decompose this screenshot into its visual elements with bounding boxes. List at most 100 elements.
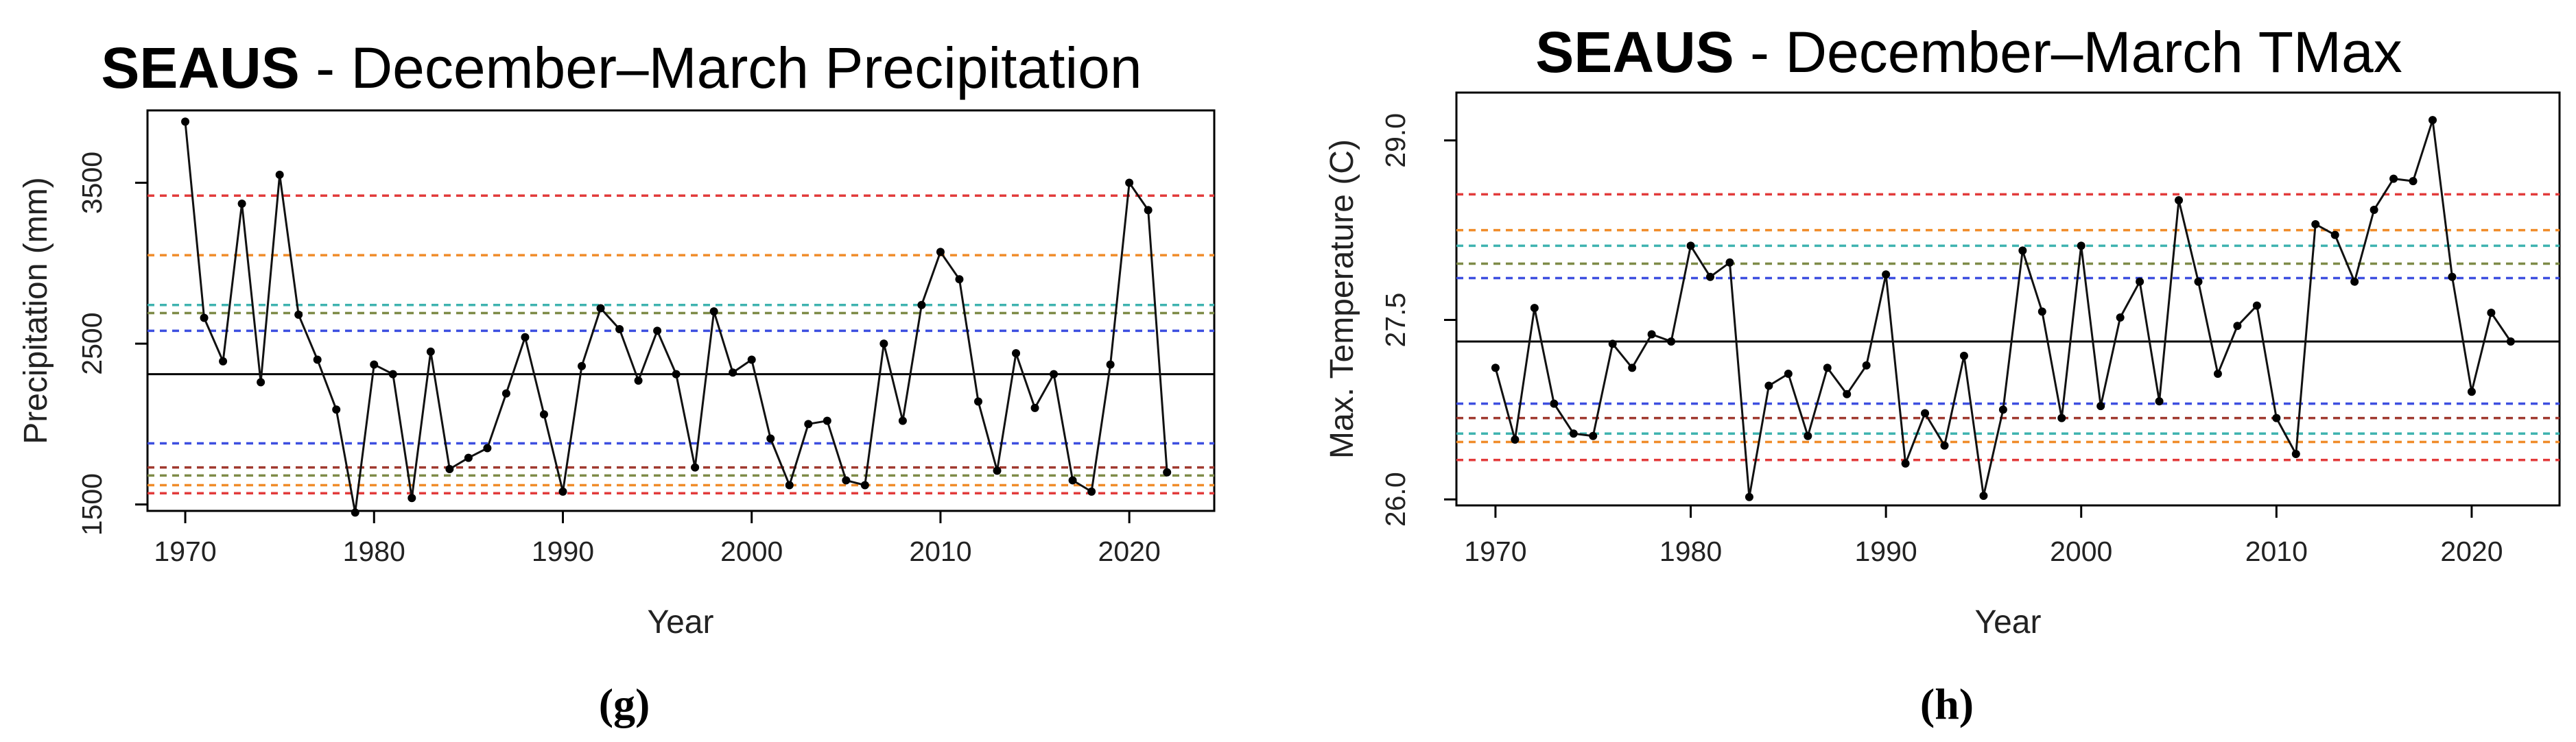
data-point-2009 <box>917 300 926 309</box>
plot-frame-precipitation <box>146 109 1216 512</box>
data-point-2019 <box>2448 272 2457 281</box>
data-point-1977 <box>1628 363 1637 372</box>
data-point-1987 <box>501 389 510 398</box>
x-tick-label-2000: 2000 <box>720 536 783 567</box>
data-point-1976 <box>294 310 303 319</box>
data-point-1972 <box>219 357 228 366</box>
data-point-2003 <box>804 420 813 429</box>
chart-title-precipitation: SEAUS - December–March Precipitation <box>101 36 1142 100</box>
x-axis-title-precipitation: Year <box>648 604 714 641</box>
y-tick-label-27.5: 27.5 <box>1380 293 1411 348</box>
data-point-1983 <box>1745 492 1753 501</box>
data-point-2017 <box>1068 476 1077 485</box>
title-bold-precip: SEAUS <box>101 36 299 100</box>
data-point-1991 <box>578 361 587 370</box>
x-axis-precipitation: 1970 1980 1990 2000 2010 2020 <box>154 511 1161 567</box>
data-point-1981 <box>1705 272 1714 281</box>
data-point-1989 <box>539 410 548 419</box>
data-point-2018 <box>2429 116 2437 125</box>
data-point-1988 <box>1843 390 1852 398</box>
data-point-1984 <box>445 465 454 474</box>
data-point-1996 <box>672 370 681 379</box>
data-point-2010 <box>936 248 945 256</box>
data-point-1995 <box>653 326 662 335</box>
data-point-1989 <box>1862 361 1871 370</box>
data-point-1970 <box>181 117 190 126</box>
data-point-1993 <box>615 324 624 333</box>
y-tick-label-1500: 1500 <box>76 473 108 536</box>
series-line-0 <box>184 121 1168 514</box>
data-point-1971 <box>200 313 209 322</box>
data-point-2001 <box>766 434 775 443</box>
x-tick-label-1970: 1970 <box>1464 536 1526 567</box>
data-point-1990 <box>558 487 567 496</box>
data-point-1972 <box>1530 304 1539 313</box>
data-point-2008 <box>2233 322 2242 331</box>
data-point-1996 <box>1998 405 2007 414</box>
x-tick-label-1990: 1990 <box>1855 536 1917 567</box>
data-point-1978 <box>1647 330 1656 339</box>
data-point-2020 <box>2467 387 2476 396</box>
data-point-2013 <box>993 466 1002 475</box>
data-point-2022 <box>2506 337 2515 346</box>
y-tick-label-26.0: 26.0 <box>1380 472 1411 527</box>
y-axis-tmax: 26.0 27.5 29.0 <box>1380 113 1456 527</box>
data-point-1985 <box>464 453 473 462</box>
data-point-1980 <box>1686 241 1695 250</box>
data-point-1983 <box>426 347 435 356</box>
data-point-2016 <box>1050 370 1059 379</box>
data-point-1999 <box>2057 414 2066 422</box>
data-point-2015 <box>2370 206 2378 215</box>
data-point-1981 <box>388 370 397 379</box>
data-point-2009 <box>2252 301 2261 310</box>
data-point-1992 <box>1921 409 1930 418</box>
data-point-1979 <box>1667 337 1676 346</box>
data-point-2007 <box>2213 370 2222 379</box>
data-point-1979 <box>351 508 359 517</box>
data-point-1987 <box>1823 363 1832 372</box>
data-point-2018 <box>1087 487 1096 496</box>
chart-title-tmax: SEAUS - December–March TMax <box>1535 20 2402 84</box>
data-point-1988 <box>521 333 530 342</box>
data-point-1997 <box>691 463 700 472</box>
data-point-2017 <box>2409 177 2418 186</box>
data-point-1998 <box>2037 307 2046 316</box>
data-point-1993 <box>1940 441 1949 450</box>
data-point-2004 <box>823 416 831 425</box>
data-point-2001 <box>2096 402 2105 411</box>
data-point-1976 <box>1608 339 1617 348</box>
data-point-2000 <box>747 355 756 364</box>
data-point-1978 <box>332 405 341 414</box>
panel-tmax: SEAUS - December–March TMax 1970 1980 1990… <box>1324 20 2561 728</box>
panel-label-g: (g) <box>599 680 650 728</box>
data-point-1992 <box>596 304 605 313</box>
data-point-1975 <box>275 170 284 179</box>
x-tick-label-1990: 1990 <box>532 536 594 567</box>
data-point-1970 <box>1491 363 1500 372</box>
data-point-2007 <box>879 339 888 348</box>
x-tick-label-1980: 1980 <box>1659 536 1722 567</box>
data-point-1980 <box>370 360 379 369</box>
data-point-1990 <box>1882 270 1891 279</box>
x-tick-label-1970: 1970 <box>154 536 216 567</box>
data-point-1999 <box>729 368 737 377</box>
data-point-1986 <box>483 444 492 453</box>
data-point-2012 <box>973 397 982 406</box>
y-axis-title-precipitation: Precipitation (mm) <box>18 177 54 444</box>
data-point-2014 <box>2350 277 2359 286</box>
x-axis-tmax: 1970 1980 1990 2000 2010 2020 <box>1464 505 2503 567</box>
data-point-2014 <box>1012 349 1021 358</box>
y-tick-label-3500: 3500 <box>76 152 108 214</box>
y-tick-label-2500: 2500 <box>76 312 108 374</box>
data-point-1971 <box>1511 435 1520 444</box>
data-point-1973 <box>1550 399 1559 408</box>
title-bold-tmax: SEAUS <box>1535 20 1734 84</box>
data-point-2022 <box>1163 468 1172 477</box>
data-point-2005 <box>2175 196 2184 205</box>
data-point-2000 <box>2077 241 2085 250</box>
y-axis-title-tmax: Max. Temperature (C) <box>1324 139 1360 459</box>
data-point-1973 <box>237 200 246 208</box>
data-point-2008 <box>898 416 907 425</box>
series-precipitation <box>181 117 1172 517</box>
